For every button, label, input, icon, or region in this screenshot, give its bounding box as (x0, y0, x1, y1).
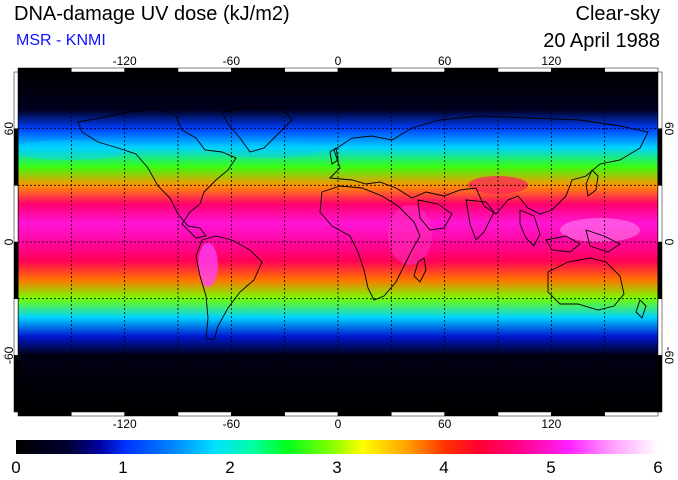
frame-tick-segment (497, 411, 552, 417)
colorbar-tick-label: 0 (11, 458, 21, 477)
lat-label-left: -60 (2, 346, 16, 364)
coast-north-america (77, 107, 237, 239)
lat-label-right: 60 (662, 122, 676, 136)
data-source: MSR - KNMI (16, 32, 106, 49)
pacific-hotspot (560, 218, 640, 242)
latitude-labels-right: -60 0 60 (662, 122, 676, 364)
colorbar-tick-label: 2 (225, 458, 235, 477)
frame-tick-segment (71, 67, 125, 73)
coast-australia (547, 257, 625, 311)
lat-label-left: 0 (2, 238, 16, 245)
andes-hotspot (198, 243, 218, 287)
lat-label-left: 60 (2, 122, 16, 136)
frame-tick-segment (551, 411, 605, 417)
frame-tick-segment (497, 67, 552, 73)
map-date: 20 April 1988 (543, 30, 660, 52)
sky-condition: Clear-sky (575, 3, 660, 25)
frame-tick-segment (284, 67, 339, 73)
frame-tick-segment (391, 411, 445, 417)
frame-tick-segment (13, 241, 19, 299)
lon-label-top: -120 (113, 54, 137, 68)
frame-tick-segment (604, 67, 659, 73)
north-atlantic-swirl (220, 142, 320, 158)
longitude-labels-bottom: -120 -60 0 60 120 (113, 417, 562, 431)
frame-tick-segment (17, 411, 72, 417)
coast-africa (319, 185, 421, 301)
frame-tick-segment (177, 67, 232, 73)
coast-madagascar (413, 257, 427, 283)
frame-tick-segment (13, 185, 19, 243)
frame-tick-segment (284, 411, 339, 417)
cloudy-arc-north-pacific (18, 140, 130, 160)
frame-tick-segment (17, 67, 72, 73)
frame-tick-segment (444, 67, 499, 73)
frame-tick-segment (124, 67, 179, 73)
frame-tick-segment (337, 67, 392, 73)
coast-south-america (195, 235, 263, 341)
colorbar-tick-label: 1 (118, 458, 128, 477)
frame-tick-segment (231, 67, 285, 73)
lon-label-bottom: -60 (223, 417, 241, 431)
frame-tick-segment (444, 411, 499, 417)
colorbar (16, 440, 658, 454)
frame-tick-segment (657, 241, 663, 299)
map-frame-ticks (13, 67, 663, 417)
frame-tick-segment (13, 128, 19, 186)
coast-europe-asia (329, 115, 649, 215)
lat-lon-grid (18, 72, 658, 412)
coast-greenland (221, 105, 293, 153)
frame-tick-segment (604, 411, 659, 417)
colorbar-tick-label: 6 (653, 458, 663, 477)
frame-tick-segment (177, 411, 232, 417)
lon-label-top: 120 (541, 54, 561, 68)
lon-label-bottom: -120 (113, 417, 137, 431)
colorbar-tick-label: 4 (439, 458, 449, 477)
lat-label-right: 0 (662, 239, 676, 246)
lon-label-top: -60 (223, 54, 241, 68)
frame-tick-segment (657, 298, 663, 356)
lon-label-bottom: 60 (438, 417, 452, 431)
uv-dose-map: -120 -60 0 60 120 -120 -60 0 60 120 -60 0 60 -60 0 6… (2, 54, 676, 431)
frame-tick-segment (13, 71, 19, 129)
frame-tick-segment (391, 67, 445, 73)
frame-tick-segment (657, 128, 663, 186)
frame-tick-segment (71, 411, 125, 417)
lon-label-top: 60 (438, 54, 452, 68)
lon-label-bottom: 0 (335, 417, 342, 431)
latitude-labels-left: -60 0 60 (2, 122, 16, 364)
africa-hotspot (388, 205, 432, 265)
dose-field-details (18, 140, 640, 287)
frame-tick-segment (551, 67, 605, 73)
coastlines (77, 105, 649, 341)
frame-tick-segment (657, 185, 663, 243)
frame-tick-segment (657, 71, 663, 129)
frame-tick-segment (337, 411, 392, 417)
frame-tick-segment (657, 355, 663, 413)
colorbar-tick-label: 3 (332, 458, 342, 477)
coast-new-zealand (635, 299, 647, 319)
coast-india (465, 199, 495, 241)
lon-label-bottom: 120 (541, 417, 561, 431)
lat-label-right: -60 (662, 347, 676, 365)
map-title: DNA-damage UV dose (kJ/m2) (14, 3, 290, 25)
frame-tick-segment (124, 411, 179, 417)
frame-tick-segment (231, 411, 285, 417)
lon-label-top: 0 (335, 54, 342, 68)
colorbar-tick-label: 5 (546, 458, 556, 477)
coast-arabia (417, 199, 453, 231)
longitude-labels-top: -120 -60 0 60 120 (113, 54, 562, 68)
coast-japan (585, 169, 599, 197)
